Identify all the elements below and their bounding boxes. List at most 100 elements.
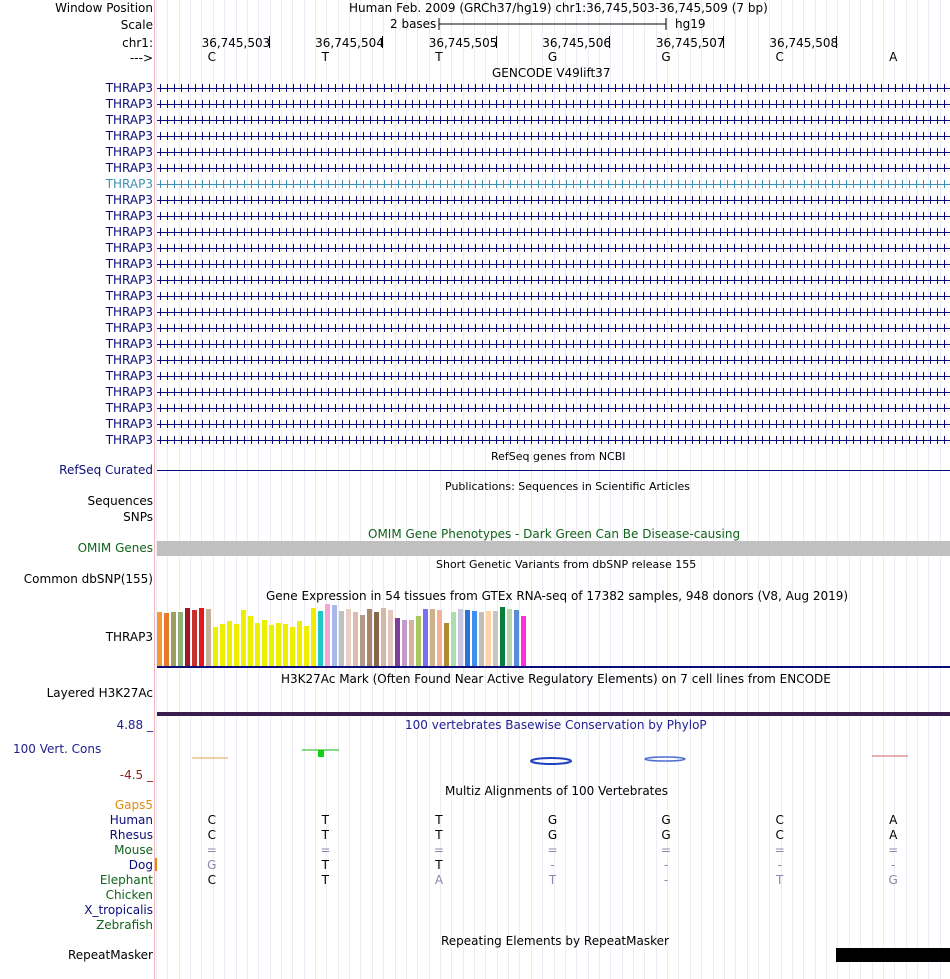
h3k27ac-label[interactable]: Layered H3K27Ac [46,686,153,700]
gtex-tissue-bar[interactable] [353,612,358,666]
gtex-tissue-bar[interactable] [360,615,365,666]
gtex-tissue-bar[interactable] [479,612,484,666]
gtex-tissue-bar[interactable] [472,611,477,666]
gtex-tissue-bar[interactable] [185,608,190,666]
transcript-label[interactable]: THRAP3 [105,321,153,335]
transcript-label[interactable]: THRAP3 [105,433,153,447]
transcript-label[interactable]: THRAP3 [105,401,153,415]
repeatmasker-label[interactable]: RepeatMasker [67,948,153,962]
gtex-tissue-bar[interactable] [290,627,295,666]
gtex-tissue-bar[interactable] [339,611,344,666]
transcript-label[interactable]: THRAP3 [105,417,153,431]
gtex-tissue-bar[interactable] [437,610,442,666]
gtex-tissue-bar[interactable] [227,621,232,666]
gtex-tissue-bar[interactable] [276,623,281,666]
gtex-tissue-bar[interactable] [248,616,253,666]
gtex-tissue-bar[interactable] [311,608,316,666]
transcript-label[interactable]: THRAP3 [105,113,153,127]
gtex-tissue-bar[interactable] [325,604,330,666]
transcript-label[interactable]: THRAP3 [105,161,153,175]
transcript-label[interactable]: THRAP3 [105,177,153,191]
transcript-label[interactable]: THRAP3 [105,225,153,239]
gtex-tissue-bar[interactable] [304,626,309,666]
gtex-tissue-bar[interactable] [521,616,526,666]
gtex-bar-chart[interactable] [155,602,950,668]
phylop-label[interactable]: 100 Vert. Cons [13,742,102,756]
omim-gene-bar[interactable] [157,541,950,556]
gtex-tissue-bar[interactable] [234,624,239,666]
gtex-tissue-bar[interactable] [297,621,302,666]
species-label[interactable]: Human [109,813,153,827]
gtex-tissue-bar[interactable] [220,624,225,666]
snps-label[interactable]: SNPs [123,510,153,524]
gtex-tissue-bar[interactable] [192,610,197,666]
sequences-label[interactable]: Sequences [87,494,153,508]
gtex-tissue-bar[interactable] [318,611,323,666]
gtex-tissue-bar[interactable] [374,612,379,666]
gtex-tissue-bar[interactable] [395,618,400,666]
refseq-label[interactable]: RefSeq Curated [59,463,153,477]
gtex-tissue-bar[interactable] [213,627,218,666]
gtex-tissue-bar[interactable] [367,609,372,666]
gtex-tissue-bar[interactable] [423,609,428,666]
gtex-tissue-bar[interactable] [458,609,463,666]
gtex-tissue-bar[interactable] [332,605,337,666]
transcript-label[interactable]: THRAP3 [105,257,153,271]
gtex-tissue-bar[interactable] [451,612,456,666]
transcript-label[interactable]: THRAP3 [105,369,153,383]
transcript-label[interactable]: THRAP3 [105,385,153,399]
repeat-element[interactable] [836,948,950,962]
transcript-label[interactable]: THRAP3 [105,241,153,255]
transcript-label[interactable]: THRAP3 [105,81,153,95]
phylop-signal[interactable] [155,740,950,770]
transcript-label[interactable]: THRAP3 [105,129,153,143]
gtex-tissue-bar[interactable] [444,623,449,666]
refseq-gene-line[interactable] [157,470,950,471]
omim-label[interactable]: OMIM Genes [77,541,153,555]
transcript-label[interactable]: THRAP3 [105,145,153,159]
gtex-tissue-bar[interactable] [430,609,435,666]
gtex-tissue-bar[interactable] [262,620,267,666]
gtex-tissue-bar[interactable] [493,611,498,666]
transcript-label[interactable]: THRAP3 [105,353,153,367]
species-label[interactable]: Mouse [114,843,153,857]
transcript-label[interactable]: THRAP3 [105,209,153,223]
transcript-label[interactable]: THRAP3 [105,273,153,287]
species-label[interactable]: Elephant [99,873,153,887]
dbsnp-label[interactable]: Common dbSNP(155) [23,572,153,586]
gtex-tissue-bar[interactable] [241,610,246,666]
gtex-label[interactable]: THRAP3 [105,630,153,644]
gtex-tissue-bar[interactable] [199,608,204,666]
transcript-label[interactable]: THRAP3 [105,193,153,207]
transcript-label[interactable]: THRAP3 [105,97,153,111]
transcript-label[interactable]: THRAP3 [105,305,153,319]
species-label[interactable]: Chicken [105,888,153,902]
transcript-label[interactable]: THRAP3 [105,289,153,303]
transcript-label[interactable]: THRAP3 [105,337,153,351]
gtex-tissue-bar[interactable] [402,620,407,666]
gtex-tissue-bar[interactable] [206,609,211,666]
species-label[interactable]: X_tropicalis [84,903,153,917]
gtex-tissue-bar[interactable] [178,612,183,666]
gtex-tissue-bar[interactable] [171,612,176,666]
gtex-tissue-bar[interactable] [381,608,386,666]
gtex-tissue-bar[interactable] [283,624,288,666]
gtex-tissue-bar[interactable] [416,616,421,666]
gtex-tissue-bar[interactable] [255,623,260,666]
gtex-tissue-bar[interactable] [157,612,162,666]
window-position-value[interactable]: Human Feb. 2009 (GRCh37/hg19) chr1:36,74… [349,1,768,15]
species-label[interactable]: Dog [128,858,153,872]
gtex-tissue-bar[interactable] [164,613,169,666]
gtex-tissue-bar[interactable] [388,610,393,666]
gtex-tissue-bar[interactable] [514,610,519,666]
gtex-tissue-bar[interactable] [486,611,491,666]
gtex-tissue-bar[interactable] [409,620,414,666]
gtex-tissue-bar[interactable] [507,609,512,666]
gtex-tissue-bar[interactable] [465,610,470,666]
gtex-tissue-bar[interactable] [269,625,274,666]
gaps-label[interactable]: Gaps5 [114,798,153,812]
gtex-tissue-bar[interactable] [500,607,505,666]
species-label[interactable]: Zebrafish [96,918,153,932]
h3k27ac-signal[interactable] [157,712,950,716]
species-label[interactable]: Rhesus [109,828,153,842]
